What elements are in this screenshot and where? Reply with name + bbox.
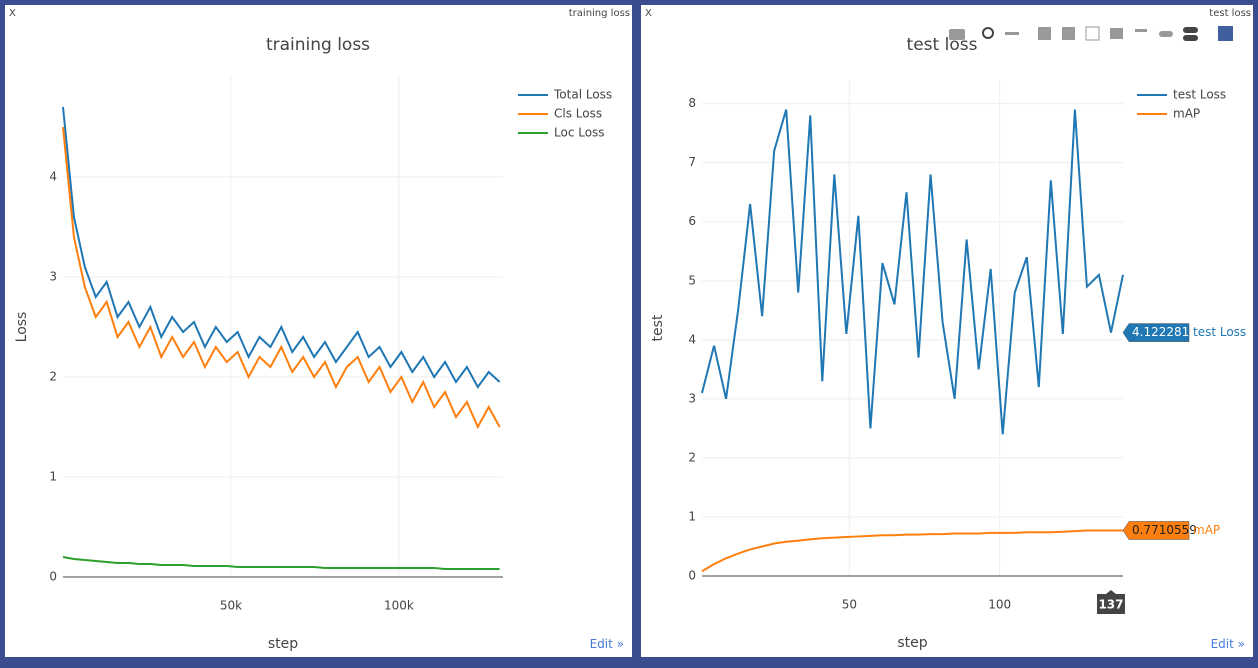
line — [62, 556, 500, 570]
hover-x-box — [1096, 590, 1125, 614]
x-tick-label: 50 — [842, 598, 857, 612]
y-tick-label: 6 — [688, 214, 696, 228]
y-tick-label: 1 — [688, 509, 696, 523]
legend-label: test Loss — [1173, 88, 1226, 102]
y-tick-label: 0 — [688, 569, 696, 583]
y-tick-label: 0 — [49, 570, 57, 584]
y-tick-label: 8 — [688, 96, 696, 110]
window-title: training loss — [568, 8, 630, 19]
plot: training loss 50k 100k 0 1 2 3 4 step Loss Total L… — [14, 35, 612, 652]
line — [701, 529, 1124, 573]
chart-title: test loss — [907, 35, 978, 55]
y-axis-label: Loss — [14, 312, 30, 343]
y-tick-label: 1 — [49, 470, 57, 484]
line — [62, 106, 501, 389]
close-button[interactable]: X — [645, 8, 652, 19]
hover-box — [1122, 521, 1190, 540]
y-axis-label: test — [650, 314, 666, 341]
y-tick-label: 4 — [49, 170, 57, 184]
chart-title: training loss — [266, 35, 370, 55]
y-tick-label: 7 — [688, 155, 696, 169]
x-tick-label: 100 — [988, 598, 1011, 612]
legend-label: mAP — [1173, 107, 1200, 121]
x-tick-label: 50k — [220, 599, 242, 613]
y-tick-label: 4 — [688, 332, 696, 346]
hover-name: test Loss — [1193, 325, 1246, 339]
plot: test loss 50 100 0 1 2 3 4 5 6 7 8 step test test Loss… — [650, 35, 1246, 651]
y-tick-label: 3 — [49, 270, 57, 284]
hover-x-value: 137 — [1098, 598, 1123, 612]
hover-value: 4.122281 — [1132, 325, 1189, 339]
y-tick-label: 5 — [688, 273, 696, 287]
hover-value: 0.7710559 — [1132, 523, 1197, 537]
legend-label: Total Loss — [553, 88, 612, 102]
edit-link[interactable]: Edit » — [1210, 637, 1245, 651]
y-tick-label: 3 — [688, 391, 696, 405]
legend-label: Cls Loss — [554, 107, 602, 121]
hover-name: mAP — [1193, 523, 1220, 537]
hover-box — [1122, 323, 1190, 342]
line — [62, 126, 501, 430]
edit-link[interactable]: Edit » — [589, 637, 624, 651]
x-tick-label: 100k — [384, 599, 414, 613]
line — [701, 109, 1124, 435]
window-title: test loss — [1209, 8, 1251, 19]
legend-label: Loc Loss — [554, 126, 605, 140]
y-tick-label: 2 — [49, 370, 57, 384]
x-axis-label: step — [897, 635, 927, 651]
x-axis-label: step — [268, 636, 298, 652]
y-tick-label: 2 — [688, 450, 696, 464]
close-button[interactable]: X — [9, 8, 16, 19]
